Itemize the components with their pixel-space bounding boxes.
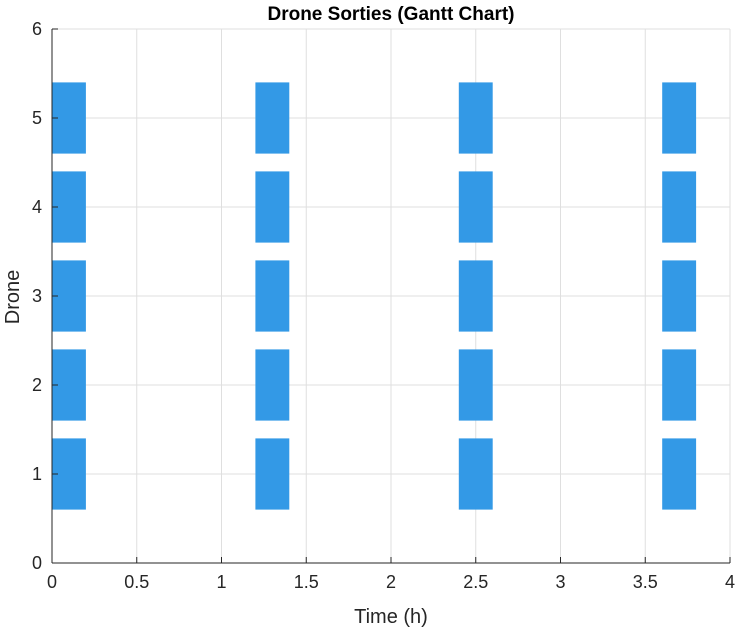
x-tick-label: 2 (386, 572, 396, 592)
sortie-bar-drone-3 (662, 260, 697, 332)
sortie-bar-drone-1 (255, 438, 290, 510)
x-tick-label: 3.5 (633, 572, 658, 592)
sortie-bar-drone-1 (458, 438, 493, 510)
axes: 0 0.5 1 1.5 2 2.5 3 3.5 4 0 1 2 3 4 5 6 (32, 19, 735, 592)
sortie-bar-drone-3 (458, 260, 493, 332)
sortie-bar-drone-3 (255, 260, 290, 332)
sortie-bar-drone-4 (662, 171, 697, 243)
sortie-bar-drone-4 (458, 171, 493, 243)
x-axis-label: Time (h) (354, 606, 428, 628)
y-axis-label: Drone (2, 270, 24, 324)
sortie-bar-drone-5 (662, 82, 697, 154)
x-tick-label: 2.5 (463, 572, 488, 592)
y-tick-label: 1 (32, 464, 42, 484)
x-tick-label: 1.5 (294, 572, 319, 592)
x-tick-label: 0.5 (124, 572, 149, 592)
y-tick-label: 3 (32, 286, 42, 306)
sortie-bar-drone-2 (255, 349, 290, 421)
grid (51, 28, 731, 564)
sortie-bar-drone-2 (662, 349, 697, 421)
x-tick-label: 0 (47, 572, 57, 592)
y-tick-label: 2 (32, 375, 42, 395)
y-tick-label: 4 (32, 197, 42, 217)
x-tick-label: 1 (216, 572, 226, 592)
x-tick-label: 3 (555, 572, 565, 592)
sortie-bar-drone-2 (458, 349, 493, 421)
sortie-bar-drone-5 (255, 82, 290, 154)
y-tick-label: 6 (32, 19, 42, 39)
sortie-bar-drone-1 (662, 438, 697, 510)
sortie-bars (52, 82, 697, 510)
sortie-bar-drone-4 (255, 171, 290, 243)
sortie-bar-drone-5 (458, 82, 493, 154)
y-tick-label: 0 (32, 553, 42, 573)
y-tick-label: 5 (32, 108, 42, 128)
x-tick-label: 4 (725, 572, 735, 592)
chart-title: Drone Sorties (Gantt Chart) (267, 4, 514, 25)
